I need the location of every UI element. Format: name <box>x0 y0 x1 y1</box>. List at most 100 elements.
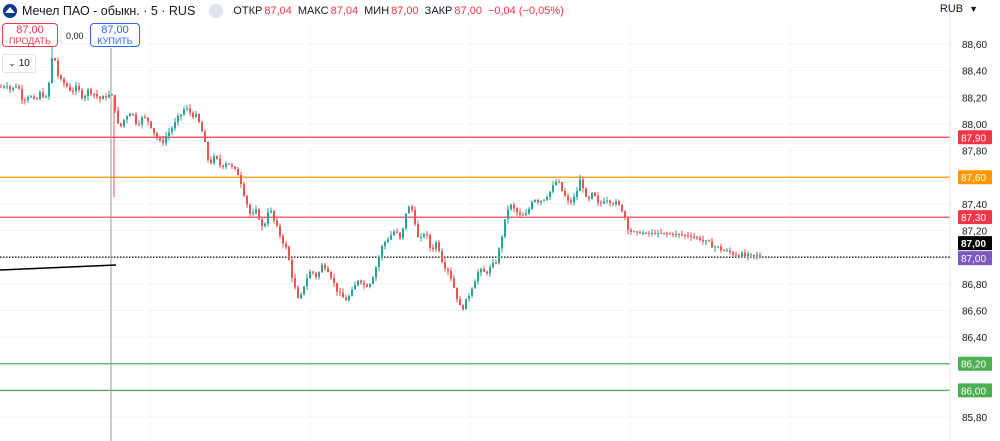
level-price-label: 87,30 <box>961 213 986 224</box>
last-price-label: 87,00 <box>961 239 986 250</box>
candle-body <box>273 210 275 221</box>
candle-body <box>24 99 26 101</box>
candle-body <box>648 232 650 234</box>
candle-body <box>693 236 695 238</box>
candle-body <box>288 246 290 261</box>
candle-body <box>297 287 299 299</box>
candle-body <box>357 280 359 286</box>
chevron-down-icon: ⌄ <box>8 58 16 68</box>
candle-body <box>420 236 422 238</box>
candle-body <box>342 292 344 298</box>
candle-body <box>642 233 644 235</box>
ohlc-low-value: 87,00 <box>391 5 419 17</box>
candle-body <box>75 85 77 91</box>
level-price-tag <box>958 356 992 371</box>
candle-body <box>114 95 116 111</box>
candle-body <box>243 184 245 196</box>
candle-body <box>372 277 374 284</box>
interval-toggle[interactable]: ⌄ 10 <box>2 54 36 73</box>
logo-icon <box>3 4 17 18</box>
candle-body <box>738 255 740 258</box>
candle-body <box>270 210 272 213</box>
candle-body <box>378 257 380 268</box>
candle-body <box>171 128 173 133</box>
candle-body <box>318 272 320 278</box>
candle-body <box>582 179 584 189</box>
horizontal-levels[interactable] <box>0 136 950 391</box>
candle-body <box>444 262 446 269</box>
candle-body <box>726 250 728 252</box>
candle-body <box>609 200 611 204</box>
y-tick-label: 87,40 <box>962 200 987 211</box>
candle-body <box>303 286 305 295</box>
level-price-tag <box>958 210 992 225</box>
candle-body <box>117 110 119 124</box>
candle-body <box>207 141 209 160</box>
candle-body <box>369 283 371 287</box>
trend-line <box>0 264 117 271</box>
candle-body <box>183 109 185 115</box>
sell-button[interactable]: 87,00 ПРОДАТЬ <box>2 23 58 47</box>
candle-body <box>144 117 146 119</box>
sell-label: ПРОДАТЬ <box>9 36 51 46</box>
candle-body <box>615 201 617 205</box>
candle-body <box>234 166 236 169</box>
candle-body <box>498 248 500 263</box>
candle-body <box>306 278 308 287</box>
candle-body <box>405 213 407 229</box>
ohlc-change-value: −0,04 (−0,05%) <box>487 5 564 17</box>
candle-body <box>90 89 92 94</box>
candle-body <box>636 231 638 233</box>
ohlc-close-label: ЗАКР <box>424 5 453 17</box>
candle-body <box>87 89 89 97</box>
symbol-title[interactable]: Мечел ПАО - обыкн. · 5 · RUS <box>22 4 196 18</box>
candle-body <box>123 119 125 127</box>
candle-body <box>591 192 593 199</box>
candle-body <box>354 285 356 290</box>
candle-body <box>447 268 449 271</box>
candle-body <box>9 86 11 90</box>
ohlc-close-value: 87,00 <box>454 5 482 17</box>
candle-body <box>168 132 170 137</box>
candle-body <box>675 234 677 236</box>
candle-body <box>549 191 551 198</box>
candle-body <box>627 217 629 230</box>
candle-body <box>54 58 56 61</box>
candle-body <box>666 233 668 235</box>
chevron-down-icon: ▼ <box>969 4 978 14</box>
level-price-label: 87,90 <box>961 133 986 144</box>
candle-body <box>462 305 464 310</box>
buy-button[interactable]: 87,00 КУПИТЬ <box>90 23 140 47</box>
candle-body <box>324 265 326 269</box>
candle-body <box>60 75 62 79</box>
candle-body <box>426 234 428 236</box>
price-axis[interactable]: 88,60 88,40 88,20 88,00 87,80 87,60 87,40 87,20… <box>949 0 1000 441</box>
candle-body <box>78 85 80 90</box>
candle-body <box>96 94 98 97</box>
buy-price: 87,00 <box>101 24 129 36</box>
currency-selector[interactable]: RUB ▼ <box>940 3 978 15</box>
candle-body <box>345 297 347 301</box>
candle-body <box>618 201 620 205</box>
candle-body <box>714 246 716 248</box>
candle-body <box>228 163 230 165</box>
last-price-tag <box>958 236 992 251</box>
candle-body <box>375 267 377 278</box>
candle-body <box>711 241 713 248</box>
candle-body <box>594 192 596 197</box>
candle-body <box>621 204 623 212</box>
candle-body <box>252 212 254 214</box>
candle-body <box>312 271 314 273</box>
candle-body <box>240 175 242 185</box>
candle-body <box>159 138 161 141</box>
candle-body <box>93 93 95 95</box>
candle-body <box>63 78 65 84</box>
candle-body <box>351 289 353 296</box>
ohlc-open-value: 87,04 <box>264 5 292 17</box>
candle-body <box>231 164 233 167</box>
candle-body <box>501 236 503 249</box>
candle-body <box>732 252 734 255</box>
y-tick-label: 86,40 <box>962 333 987 344</box>
y-tick-label: 88,40 <box>962 67 987 78</box>
